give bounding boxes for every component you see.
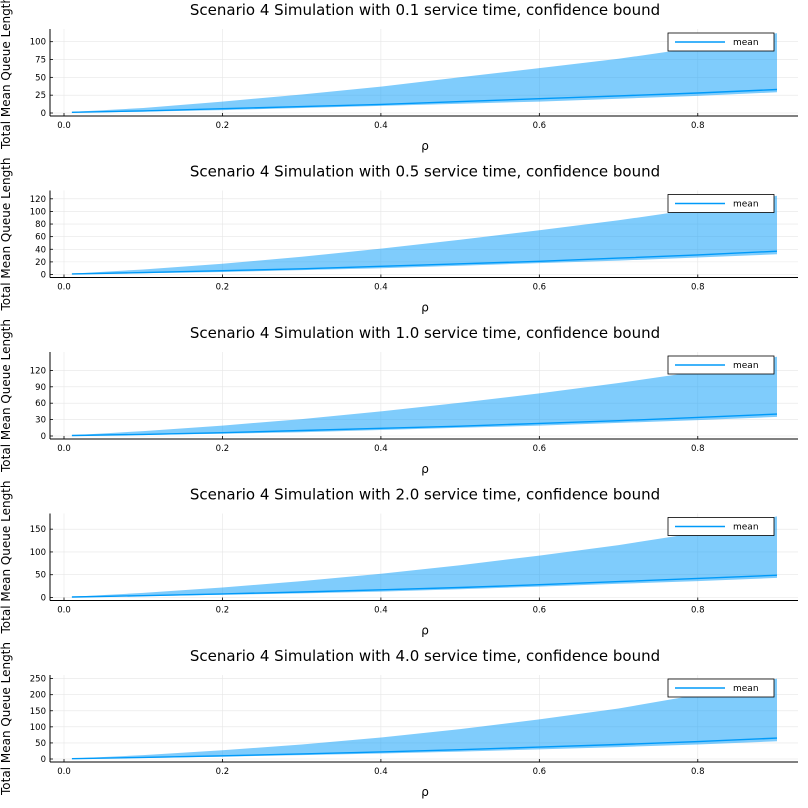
x-tick-label: 0.4 bbox=[374, 283, 388, 293]
y-tick-label: 120 bbox=[30, 366, 46, 376]
y-axis-label: Total Mean Queue Length bbox=[0, 481, 13, 635]
y-tick-label: 30 bbox=[35, 416, 46, 426]
x-tick-label: 0.6 bbox=[533, 121, 547, 131]
legend: mean bbox=[667, 517, 775, 536]
y-tick-label: 50 bbox=[35, 73, 46, 83]
legend: mean bbox=[667, 678, 775, 698]
x-axis-label: ρ bbox=[421, 139, 429, 153]
chart-panel-5: 0.0 0.2 0.4 0.6 0.8 0 50 100 150 200 250 Scenario 4… bbox=[0, 642, 798, 799]
x-tick-label: 0.6 bbox=[533, 767, 547, 777]
y-tick-label: 20 bbox=[35, 258, 46, 268]
confidence-band bbox=[71, 516, 777, 598]
y-axis-label: Total Mean Queue Length bbox=[0, 642, 13, 796]
y-axis-label: Total Mean Queue Length bbox=[0, 0, 13, 150]
y-tick-label: 100 bbox=[30, 207, 46, 217]
y-tick-label: 150 bbox=[30, 525, 46, 535]
y-tick-label: 50 bbox=[35, 739, 46, 749]
x-tick-label: 0.2 bbox=[216, 444, 230, 454]
y-tick-label: 250 bbox=[30, 675, 46, 685]
x-tick-label: 0.4 bbox=[374, 767, 388, 777]
x-tick-label: 0.8 bbox=[691, 283, 705, 293]
x-tick-label: 0.2 bbox=[216, 767, 230, 777]
mean-series-line bbox=[71, 250, 778, 275]
y-tick-label: 0 bbox=[41, 594, 46, 604]
y-tick-label: 150 bbox=[30, 707, 46, 717]
chart-panel-4: 0.0 0.2 0.4 0.6 0.8 0 50 100 150 Scenario 4 Simul… bbox=[0, 481, 798, 638]
chart-title: Scenario 4 Simulation with 1.0 service t… bbox=[190, 324, 660, 342]
legend-label: mean bbox=[733, 361, 759, 371]
mean-series-line bbox=[71, 413, 778, 437]
y-tick-label: 120 bbox=[30, 195, 46, 205]
x-tick-label: 0.4 bbox=[374, 444, 388, 454]
x-tick-label: 0.8 bbox=[691, 767, 705, 777]
chart-panel-3: 0.0 0.2 0.4 0.6 0.8 0 30 60 90 120 Scenario 4 Simu… bbox=[0, 319, 798, 476]
y-axis-label: Total Mean Queue Length bbox=[0, 319, 13, 473]
legend: mean bbox=[667, 32, 775, 52]
confidence-band bbox=[71, 195, 777, 275]
x-tick-label: 0.0 bbox=[57, 444, 71, 454]
x-axis-label: ρ bbox=[421, 462, 429, 476]
x-tick-label: 0.0 bbox=[57, 121, 71, 131]
x-tick-label: 0.4 bbox=[374, 121, 388, 131]
x-axis-label: ρ bbox=[421, 785, 429, 799]
x-tick-label: 0.8 bbox=[691, 606, 705, 616]
y-tick-label: 50 bbox=[35, 571, 46, 581]
confidence-band bbox=[71, 33, 777, 113]
x-tick-label: 0.6 bbox=[533, 283, 547, 293]
x-tick-label: 0.2 bbox=[216, 121, 230, 131]
y-tick-label: 200 bbox=[30, 691, 46, 701]
y-tick-label: 0 bbox=[41, 109, 46, 119]
x-tick-label: 0.0 bbox=[57, 283, 71, 293]
y-tick-label: 60 bbox=[35, 399, 46, 409]
mean-series-line bbox=[71, 574, 778, 598]
chart-title: Scenario 4 Simulation with 0.5 service t… bbox=[190, 163, 660, 181]
legend-label: mean bbox=[733, 200, 759, 210]
legend-label: mean bbox=[733, 684, 759, 694]
y-axis-label: Total Mean Queue Length bbox=[0, 158, 13, 312]
y-tick-label: 100 bbox=[30, 38, 46, 48]
y-tick-label: 60 bbox=[35, 233, 46, 243]
legend: mean bbox=[667, 355, 775, 375]
y-tick-label: 75 bbox=[35, 56, 46, 66]
x-tick-label: 0.6 bbox=[533, 606, 547, 616]
y-tick-label: 0 bbox=[41, 755, 46, 765]
y-tick-label: 100 bbox=[30, 723, 46, 733]
y-tick-label: 25 bbox=[35, 91, 46, 101]
y-tick-label: 40 bbox=[35, 245, 46, 255]
x-tick-label: 0.2 bbox=[216, 606, 230, 616]
chart-title: Scenario 4 Simulation with 0.1 service t… bbox=[190, 1, 660, 19]
y-tick-label: 0 bbox=[41, 432, 46, 442]
x-tick-label: 0.8 bbox=[691, 121, 705, 131]
x-tick-label: 0.6 bbox=[533, 444, 547, 454]
chart-title: Scenario 4 Simulation with 2.0 service t… bbox=[190, 486, 660, 504]
x-tick-label: 0.4 bbox=[374, 606, 388, 616]
confidence-band bbox=[71, 678, 777, 759]
legend: mean bbox=[667, 194, 775, 213]
x-tick-label: 0.8 bbox=[691, 444, 705, 454]
chart-panel-1: 0.0 0.2 0.4 0.6 0.8 0 25 50 75 100 Scenario 4 Simu… bbox=[0, 0, 798, 153]
x-tick-label: 0.2 bbox=[216, 283, 230, 293]
x-tick-label: 0.0 bbox=[57, 767, 71, 777]
legend-label: mean bbox=[733, 38, 759, 48]
mean-series-line bbox=[71, 737, 778, 760]
y-tick-label: 80 bbox=[35, 220, 46, 230]
chart-title: Scenario 4 Simulation with 4.0 service t… bbox=[190, 647, 660, 665]
legend-label: mean bbox=[733, 523, 759, 533]
x-axis-label: ρ bbox=[421, 624, 429, 638]
y-tick-label: 0 bbox=[41, 271, 46, 281]
y-tick-label: 100 bbox=[30, 548, 46, 558]
confidence-band bbox=[71, 356, 777, 436]
mean-series-line bbox=[71, 88, 778, 113]
chart-panel-2: 0.0 0.2 0.4 0.6 0.8 0 20 40 60 80 100 120 Scenario 4… bbox=[0, 158, 798, 315]
x-tick-label: 0.0 bbox=[57, 606, 71, 616]
x-axis-label: ρ bbox=[421, 301, 429, 315]
y-tick-label: 90 bbox=[35, 383, 46, 393]
